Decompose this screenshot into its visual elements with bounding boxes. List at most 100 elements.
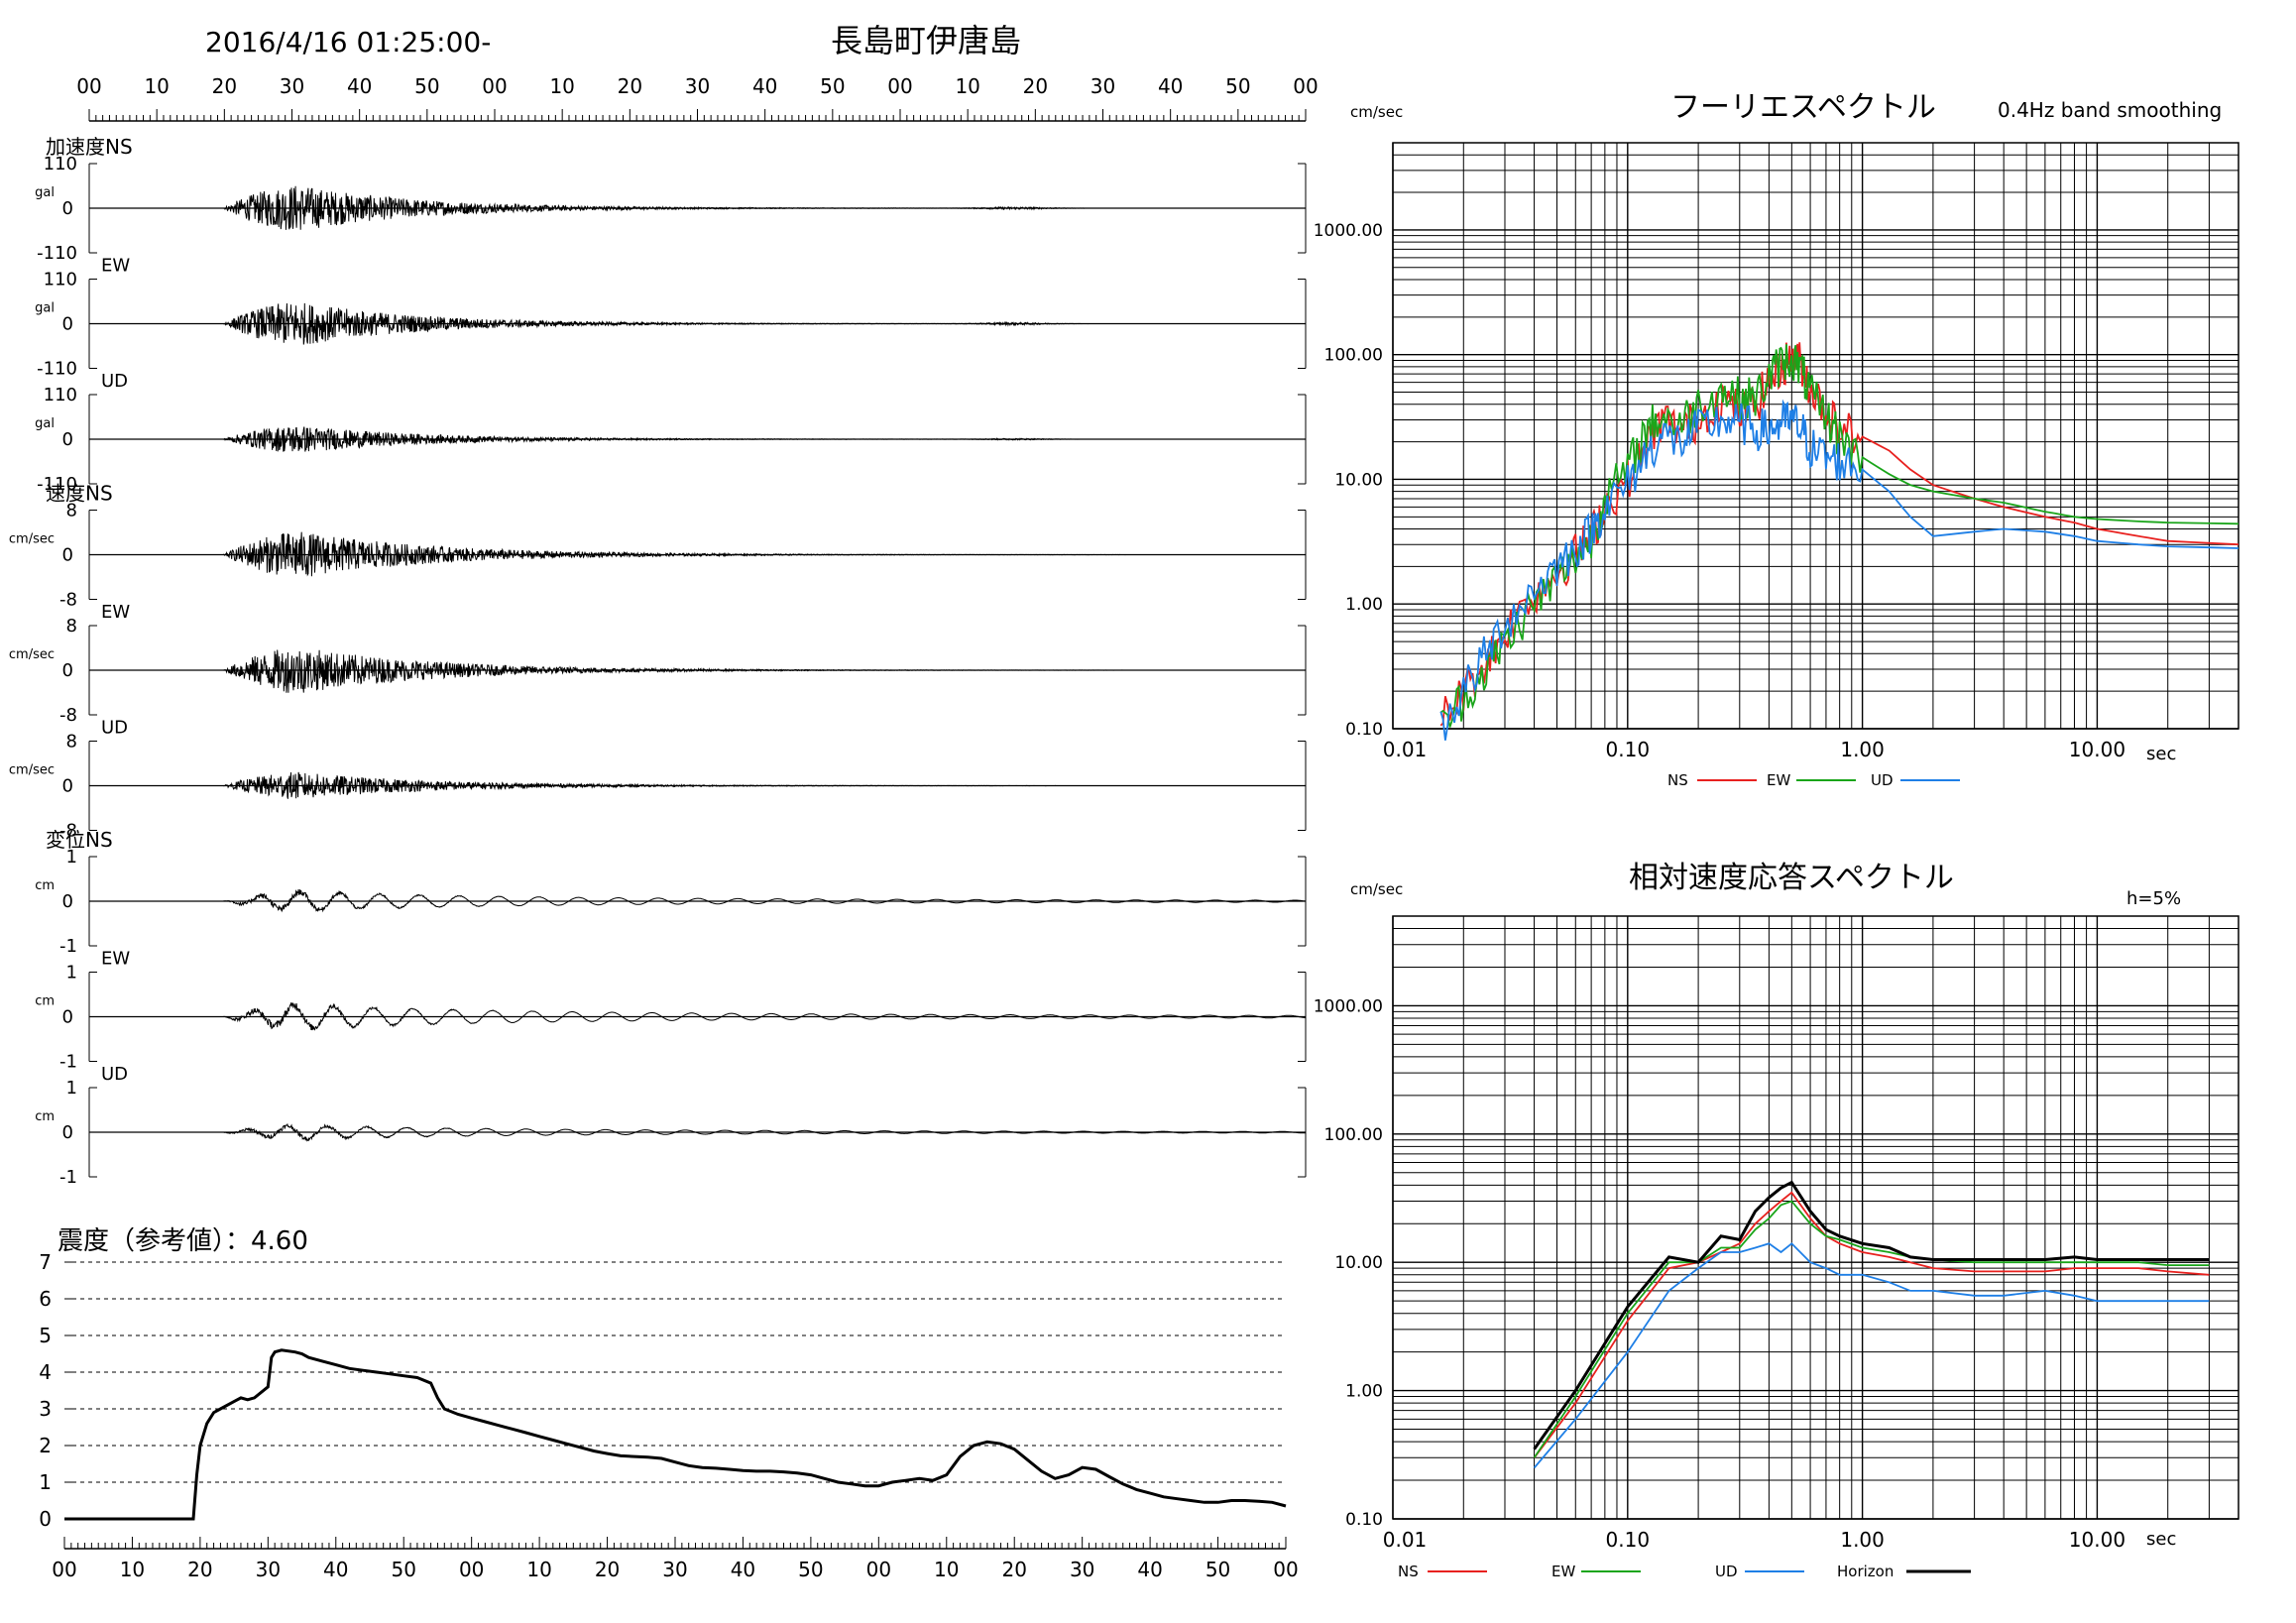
spectrum-series-ud — [1533, 1242, 2210, 1469]
legend-label: Horizon — [1837, 1563, 1894, 1580]
intensity-x-tick: 00 — [52, 1558, 76, 1581]
waveform-panel: 8 0 -8 cm/sec EW — [9, 602, 1307, 726]
wave-unit-label: cm/sec — [9, 647, 55, 662]
log-grid — [1392, 142, 2239, 730]
spectrum-x-tick: 1.00 — [1840, 1528, 1885, 1552]
wave-component-label: UD — [101, 718, 128, 739]
spectrum-series-ud — [1439, 399, 2239, 741]
wave-min-label: -110 — [37, 474, 77, 495]
wave-zero-label: 0 — [62, 429, 73, 450]
fourier-title: フーリエスペクトル — [1670, 90, 1936, 125]
wave-group-label: 加速度NS — [46, 135, 133, 159]
spectrum-x-tick: 10.00 — [2069, 1528, 2125, 1552]
legend-label: EW — [1767, 771, 1790, 789]
wave-min-label: -110 — [37, 243, 77, 264]
legend-label: UD — [1715, 1563, 1738, 1580]
intensity-x-tick: 10 — [120, 1558, 145, 1581]
response-x-unit: sec — [2146, 1529, 2176, 1550]
wave-zero-label: 0 — [62, 891, 73, 912]
intensity-y-tick: 0 — [39, 1507, 52, 1531]
intensity-x-tick: 50 — [798, 1558, 823, 1581]
wave-group-label: 変位NS — [46, 828, 113, 852]
intensity-y-tick: 4 — [39, 1360, 52, 1384]
wave-zero-label: 0 — [62, 776, 73, 797]
waveform-panel: 1 0 -1 cm EW — [35, 949, 1307, 1073]
wave-max-label: 8 — [66, 616, 77, 637]
waveform-panel: 110 0 -110 gal 加速度NS — [35, 135, 1307, 264]
wave-min-label: -110 — [37, 359, 77, 380]
response-spectrum-chart: 相対速度応答スペクトル h=5% cm/sec sec 1000.00 100.0… — [1314, 861, 2239, 1580]
wave-unit-label: cm/sec — [9, 763, 55, 778]
wave-unit-label: gal — [35, 185, 55, 200]
intensity-x-tick: 40 — [1137, 1558, 1162, 1581]
intensity-x-tick: 40 — [323, 1558, 348, 1581]
time-tick-label: 50 — [414, 74, 439, 98]
intensity-title: 震度（参考値）：4.60 — [57, 1226, 308, 1256]
spectrum-y-tick: 10.00 — [1334, 1253, 1383, 1273]
wave-unit-label: gal — [35, 416, 55, 431]
station-name: 長島町伊唐島 — [831, 22, 1021, 59]
time-tick-label: 50 — [820, 74, 845, 98]
intensity-x-tick: 00 — [459, 1558, 484, 1581]
legend-label: UD — [1871, 771, 1894, 789]
wave-unit-label: gal — [35, 301, 55, 316]
spectrum-y-tick: 0.10 — [1345, 720, 1383, 740]
wave-unit-label: cm — [35, 994, 55, 1009]
time-tick-label: 00 — [482, 74, 507, 98]
spectrum-y-tick: 100.00 — [1324, 346, 1383, 366]
spectrum-x-tick: 10.00 — [2069, 738, 2125, 761]
intensity-x-tick: 20 — [595, 1558, 620, 1581]
time-tick-label: 30 — [685, 74, 710, 98]
wave-max-label: 110 — [44, 385, 77, 406]
wave-max-label: 1 — [66, 963, 77, 984]
spectrum-y-tick: 100.00 — [1324, 1125, 1383, 1145]
spectrum-y-tick: 1.00 — [1345, 595, 1383, 615]
wave-component-label: UD — [101, 371, 128, 392]
waveform-panel: 110 0 -110 gal UD — [35, 371, 1307, 495]
waveform-panels: 1100-110gal加速度NS1100-110galEW1100-110gal… — [9, 135, 1307, 1188]
response-title: 相対速度応答スペクトル — [1629, 861, 1954, 895]
time-tick-label: 10 — [955, 74, 979, 98]
wave-zero-label: 0 — [62, 545, 73, 566]
spectrum-series-horizon — [1533, 1180, 2210, 1450]
spectrum-x-tick: 1.00 — [1840, 738, 1885, 761]
time-tick-label: 20 — [618, 74, 642, 98]
spectrum-y-tick: 1.00 — [1345, 1382, 1383, 1402]
spectrum-x-tick: 0.10 — [1606, 738, 1651, 761]
intensity-x-tick: 30 — [1070, 1558, 1094, 1581]
time-tick-label: 30 — [280, 74, 304, 98]
wave-max-label: 1 — [66, 1078, 77, 1099]
intensity-x-tick: 10 — [934, 1558, 959, 1581]
intensity-x-tick: 00 — [1273, 1558, 1298, 1581]
intensity-y-tick: 1 — [39, 1470, 52, 1494]
wave-max-label: 110 — [44, 154, 77, 174]
wave-max-label: 110 — [44, 270, 77, 290]
spectrum-x-tick: 0.01 — [1383, 1528, 1428, 1552]
wave-max-label: 1 — [66, 847, 77, 868]
spectrum-series-ns — [1533, 1191, 2210, 1458]
wave-zero-label: 0 — [62, 314, 73, 335]
waveform-trace — [89, 1122, 1307, 1142]
wave-zero-label: 0 — [62, 1007, 73, 1028]
wave-zero-label: 0 — [62, 198, 73, 219]
intensity-y-tick: 6 — [39, 1287, 52, 1311]
response-y-unit: cm/sec — [1350, 880, 1403, 898]
waveform-trace — [89, 185, 1306, 230]
response-damping: h=5% — [2126, 888, 2181, 909]
time-tick-label: 40 — [347, 74, 372, 98]
intensity-y-tick: 5 — [39, 1324, 52, 1347]
spectrum-y-tick: 0.10 — [1345, 1510, 1383, 1530]
wave-component-label: EW — [101, 949, 130, 970]
wave-min-label: -8 — [59, 705, 77, 726]
spectrum-x-tick: 0.10 — [1606, 1528, 1651, 1552]
time-tick-label: 00 — [76, 74, 101, 98]
wave-component-label: UD — [101, 1064, 128, 1085]
spectrum-y-tick: 1000.00 — [1314, 221, 1383, 241]
wave-component-label: EW — [101, 602, 130, 623]
record-datetime: 2016/4/16 01:25:00- — [205, 26, 491, 58]
wave-min-label: -1 — [59, 1052, 77, 1073]
legend-label: NS — [1667, 771, 1688, 789]
spectrum-y-tick: 10.00 — [1334, 470, 1383, 490]
wave-max-label: 8 — [66, 501, 77, 522]
waveform-panel: 110 0 -110 gal EW — [35, 256, 1307, 380]
